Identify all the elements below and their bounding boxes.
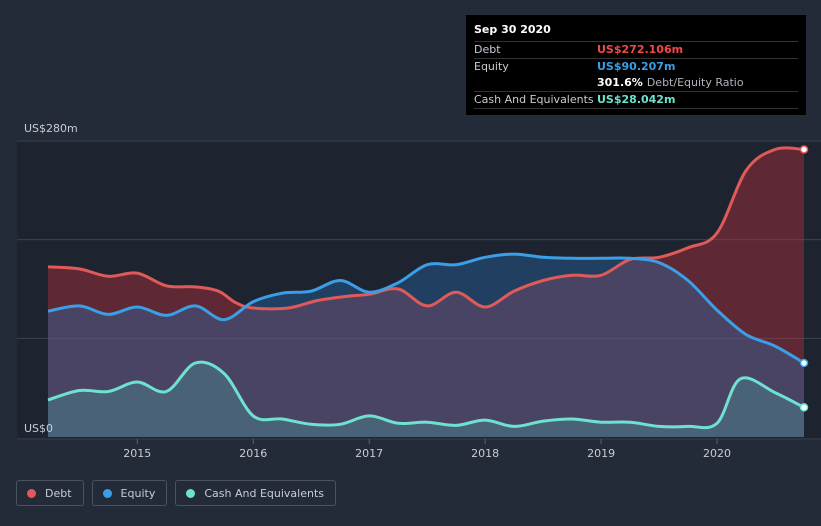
legend-item-cash[interactable]: Cash And Equivalents	[175, 480, 336, 506]
x-tick-label: 2020	[703, 447, 731, 460]
tooltip-panel: Sep 30 2020 Debt US$272.106m Equity US$9…	[466, 15, 806, 115]
legend-item-debt[interactable]: Debt	[16, 480, 84, 506]
x-tick-label: 2017	[355, 447, 383, 460]
x-tick-label: 2015	[123, 447, 151, 460]
tooltip-row-equity: Equity US$90.207m	[474, 59, 798, 75]
x-tick-label: 2018	[471, 447, 499, 460]
tooltip-row-ratio: 301.6% Debt/Equity Ratio	[474, 75, 798, 92]
tooltip-value-debt: US$272.106m	[597, 43, 684, 56]
plot-background	[17, 140, 821, 440]
x-tick-label: 2016	[239, 447, 267, 460]
tooltip-date: Sep 30 2020	[474, 23, 798, 42]
legend-dot-icon	[27, 488, 36, 498]
area-debt	[48, 147, 804, 437]
tooltip-value-ratio: 301.6%	[597, 76, 643, 89]
y-axis-min-label: US$0	[24, 422, 53, 435]
series-endpoints	[799, 145, 809, 412]
tooltip-value-cash: US$28.042m	[597, 93, 676, 106]
line-equity	[47, 252, 805, 365]
tooltip-ratio-label: Debt/Equity Ratio	[646, 76, 744, 89]
endpoint-debt	[799, 145, 809, 154]
debt-equity-chart: 2015 2016 2017 2018 2019 2020 US$280m US$0	[17, 122, 821, 460]
endpoint-cash-and-equivalents	[799, 403, 809, 412]
endpoint-equity	[799, 358, 809, 368]
line-cash-and-equivalents	[47, 360, 805, 430]
tooltip-row-debt: Debt US$272.106m	[474, 42, 798, 59]
series-lines	[47, 146, 805, 430]
chart-legend: Debt Equity Cash And Equivalents	[16, 480, 336, 506]
legend-label: Cash And Equivalents	[204, 486, 324, 500]
tooltip-value-equity: US$90.207m	[597, 60, 676, 73]
tooltip-row-cash: Cash And Equivalents US$28.042m	[474, 92, 798, 109]
gridlines	[17, 140, 821, 440]
area-cash-and-equivalents	[48, 362, 804, 437]
line-debt	[47, 146, 805, 311]
legend-item-equity[interactable]: Equity	[91, 480, 168, 506]
y-axis-max-label: US$280m	[24, 122, 78, 135]
x-axis-ticks: 2015 2016 2017 2018 2019 2020	[123, 439, 731, 460]
tooltip-label	[474, 75, 597, 91]
legend-label: Debt	[45, 486, 72, 500]
tooltip-label: Cash And Equivalents	[474, 93, 594, 106]
x-tick-label: 2019	[587, 447, 615, 460]
legend-dot-icon	[102, 488, 112, 498]
legend-label: Equity	[120, 486, 156, 500]
tooltip-label: Equity	[474, 60, 509, 73]
legend-dot-icon	[186, 488, 196, 498]
tooltip-label: Debt	[474, 43, 501, 56]
